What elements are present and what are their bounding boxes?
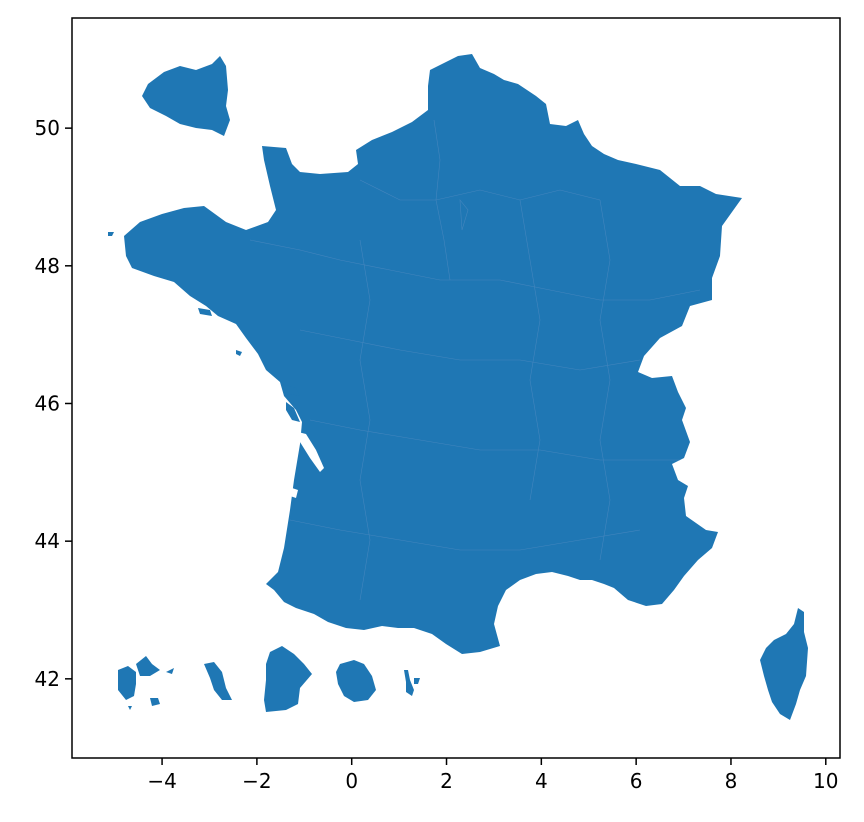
mainland-france: [124, 54, 742, 654]
ile-d-yeu: [236, 350, 242, 356]
x-tick-label: 8: [725, 769, 738, 793]
map-layer: [108, 54, 808, 720]
region-boundaries: [249, 119, 701, 601]
x-tick-label: −2: [242, 769, 271, 793]
y-tick-label: 46: [35, 391, 60, 415]
overseas-inset-3: [264, 646, 312, 712]
axes-frame: [71, 17, 841, 759]
arcachon-basin: [290, 488, 298, 498]
x-tick-label: 10: [813, 769, 838, 793]
overseas-inset-1: [118, 656, 174, 710]
overseas-inset-2: [204, 662, 232, 700]
x-tick-label: 0: [345, 769, 358, 793]
x-axis: −4 −2 0 2 4 6 8 10: [147, 758, 839, 793]
channel-islands-inset: [142, 56, 230, 136]
ouessant: [108, 232, 114, 236]
y-tick-label: 50: [35, 116, 60, 140]
x-tick-label: 4: [535, 769, 548, 793]
ile-d-oleron: [286, 402, 300, 422]
ile-de-re: [282, 384, 300, 396]
x-tick-label: 2: [440, 769, 453, 793]
x-tick-label: −4: [147, 769, 176, 793]
overseas-inset-5: [404, 670, 420, 696]
y-axis: 42 44 46 48 50: [35, 116, 72, 691]
x-tick-label: 6: [630, 769, 643, 793]
belle-ile: [198, 308, 212, 316]
gironde-estuary: [298, 432, 324, 472]
corsica: [760, 608, 808, 720]
y-tick-label: 44: [35, 529, 60, 553]
y-tick-label: 42: [35, 667, 60, 691]
overseas-inset-4: [336, 660, 376, 702]
y-tick-label: 48: [35, 254, 60, 278]
